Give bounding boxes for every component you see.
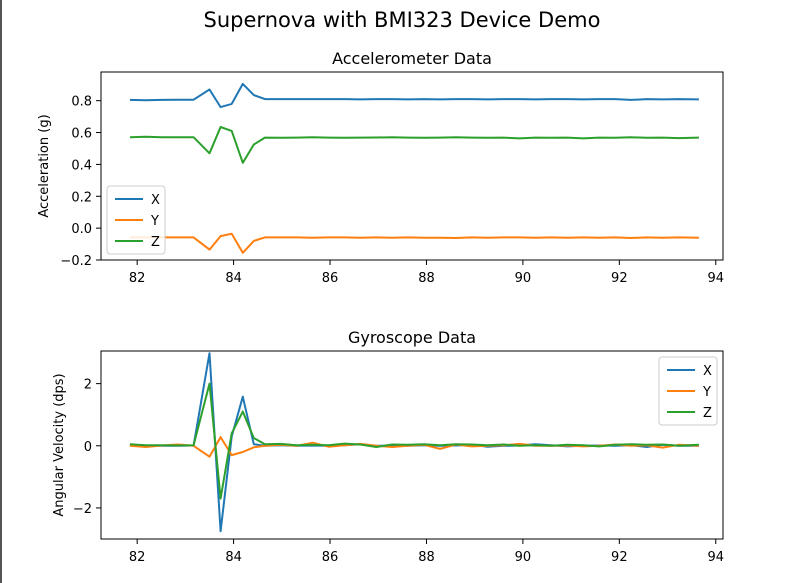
accel-chart: Accelerometer Data 82 84 86 88 90 92 94 −0.2 0.0 0…: [37, 49, 724, 286]
gyro-ytick-label: 2: [84, 378, 92, 393]
accel-legend-label-y: Y: [150, 214, 159, 229]
accel-legend-label-x: X: [151, 193, 160, 208]
gyro-ylabel: Angular Velocity (dps): [52, 373, 67, 516]
accel-ytick-label: 0.8: [71, 95, 92, 110]
gyro-ytick-label: −2: [73, 502, 92, 517]
gyro-legend-label-x: X: [703, 364, 712, 379]
gyro-title: Gyroscope Data: [348, 328, 476, 347]
accel-xtick-label: 94: [707, 271, 724, 286]
accel-series-y-line: [129, 232, 699, 254]
gyro-legend: XYZ: [658, 356, 718, 426]
accel-title: Accelerometer Data: [332, 49, 492, 68]
accel-xtick-label: 92: [611, 271, 628, 286]
gyro-legend-label-y: Y: [702, 385, 711, 400]
gyro-xtick-label: 84: [225, 550, 242, 565]
gyro-ytick-label: 0: [84, 440, 92, 455]
gyro-xtick-label: 90: [515, 550, 532, 565]
accel-xtick-label: 88: [418, 271, 435, 286]
accel-ytick-label: 0.6: [71, 127, 92, 142]
accel-xtick-label: 82: [129, 271, 146, 286]
window-left-edge: [0, 0, 2, 583]
accel-legend-label-z: Z: [151, 235, 160, 250]
accel-axes-frame: [100, 71, 724, 261]
gyro-series-z-line: [129, 382, 699, 500]
accel-series-x-line: [129, 82, 699, 109]
gyro-xtick-label: 82: [129, 550, 146, 565]
accel-ytick-label: 0.0: [71, 222, 92, 237]
gyro-xtick-label: 86: [322, 550, 339, 565]
gyro-xtick-label: 92: [611, 550, 628, 565]
gyro-axes-frame: [100, 350, 724, 540]
gyro-chart: Gyroscope Data 82 84 86 88 90 92 94 −2 0 2 Angular …: [52, 328, 724, 565]
accel-xtick-label: 84: [225, 271, 242, 286]
accel-ytick-label: 0.2: [71, 190, 92, 205]
figure-title: Supernova with BMI323 Device Demo: [204, 8, 601, 32]
accel-xtick-label: 90: [515, 271, 532, 286]
gyro-legend-label-z: Z: [703, 406, 712, 421]
accel-legend: XYZ: [106, 185, 166, 255]
gyro-xtick-label: 94: [707, 550, 724, 565]
accel-ytick-label: 0.4: [71, 158, 92, 173]
accel-ytick-label: −0.2: [60, 254, 92, 269]
gyro-xtick-label: 88: [418, 550, 435, 565]
accel-ylabel: Acceleration (g): [37, 114, 52, 217]
accel-series-z-line: [129, 126, 699, 164]
accel-xtick-label: 86: [322, 271, 339, 286]
